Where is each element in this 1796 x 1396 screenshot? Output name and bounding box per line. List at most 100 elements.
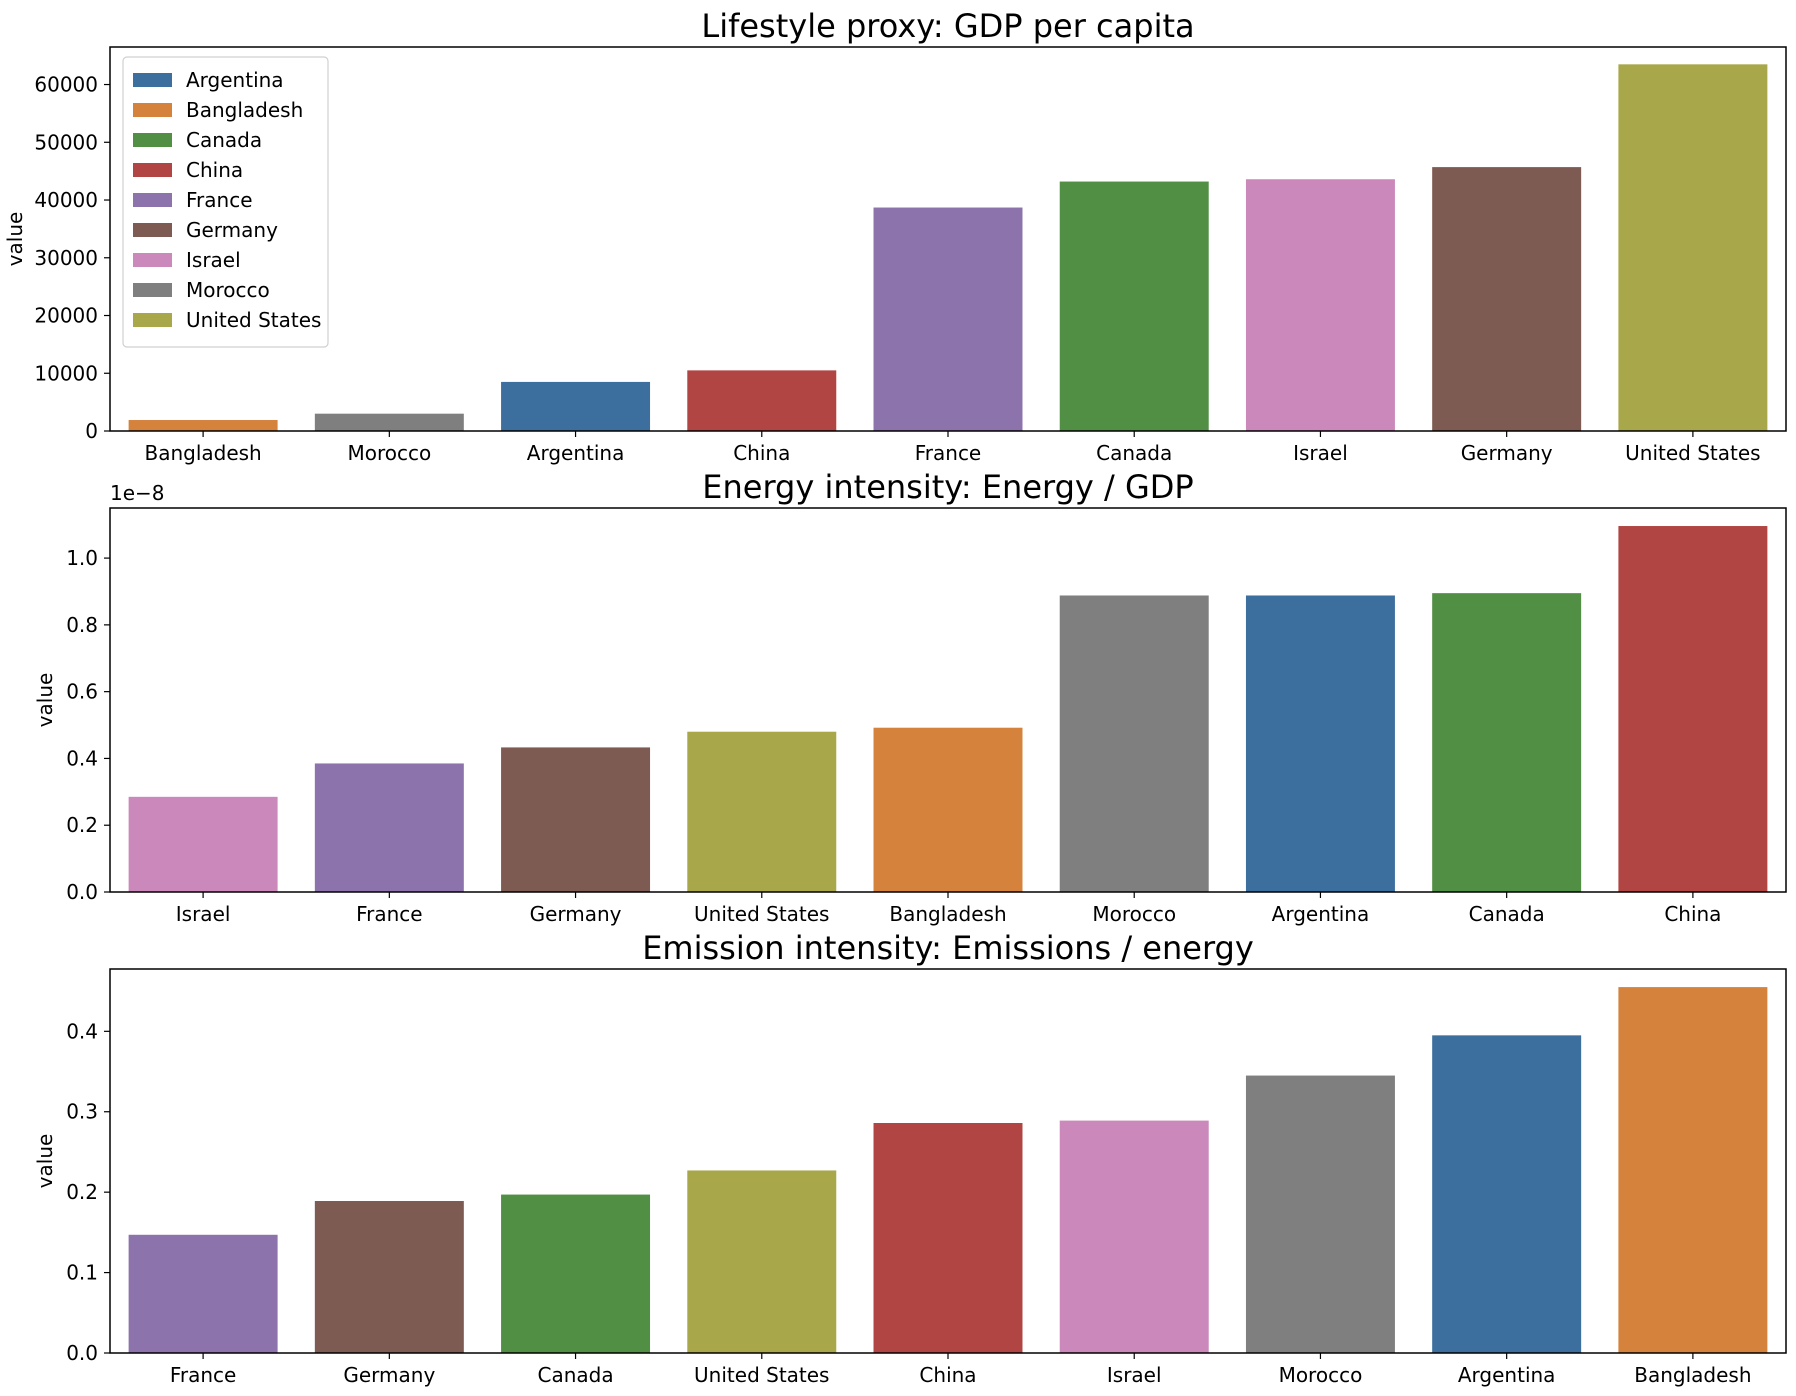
emission-intensity-bar-morocco: [1245, 1075, 1395, 1353]
emission-intensity-xtick-label-morocco: Morocco: [1279, 1363, 1363, 1387]
legend-label-china: China: [186, 158, 243, 182]
legend-swatch-israel: [133, 253, 172, 267]
energy-intensity-xtick-label-morocco: Morocco: [1092, 902, 1176, 926]
gdp-ytick-label: 0: [85, 419, 98, 443]
emission-intensity-bar-canada: [501, 1194, 651, 1353]
legend-swatch-germany: [133, 223, 172, 237]
gdp-bar-morocco: [314, 413, 464, 431]
legend-swatch-morocco: [133, 283, 172, 297]
energy-intensity-ylabel: value: [33, 673, 57, 728]
legend-swatch-china: [133, 163, 172, 177]
emission-intensity-bar-israel: [1059, 1120, 1209, 1353]
energy-intensity-xtick-label-canada: Canada: [1469, 902, 1545, 926]
energy-intensity-bar-france: [314, 763, 464, 892]
gdp-xtick-label-argentina: Argentina: [527, 441, 625, 465]
emission-intensity-bar-germany: [314, 1201, 464, 1353]
gdp-ylabel: value: [3, 212, 27, 267]
energy-intensity-ytick-label: 0.2: [66, 813, 98, 837]
legend-swatch-argentina: [133, 73, 172, 87]
legend-label-united-states: United States: [186, 308, 321, 332]
energy-intensity-bar-germany: [501, 747, 651, 892]
legend-label-morocco: Morocco: [186, 278, 270, 302]
gdp-bar-argentina: [501, 381, 651, 431]
energy-intensity-xtick-label-france: France: [356, 902, 423, 926]
legend-label-argentina: Argentina: [186, 68, 284, 92]
emission-intensity-bar-united-states: [687, 1170, 837, 1353]
energy-intensity-xtick-label-china: China: [1664, 902, 1721, 926]
energy-intensity-bar-bangladesh: [873, 727, 1023, 892]
gdp-xtick-label-germany: Germany: [1461, 441, 1553, 465]
emission-intensity-xtick-label-argentina: Argentina: [1458, 1363, 1556, 1387]
gdp-ytick-label: 10000: [34, 361, 98, 385]
emission-intensity-xtick-label-israel: Israel: [1107, 1363, 1162, 1387]
emission-intensity-ytick-label: 0.3: [66, 1100, 98, 1124]
legend: Argentina Bangladesh Canada China France Germ…: [122, 56, 329, 348]
energy-intensity-bar-canada: [1432, 593, 1582, 892]
energy-intensity-ytick-label: 0.6: [66, 680, 98, 704]
emission-intensity-xtick-label-france: France: [170, 1363, 237, 1387]
gdp-xtick-label-israel: Israel: [1293, 441, 1348, 465]
energy-intensity-xtick-label-united-states: United States: [694, 902, 829, 926]
energy-intensity-bar-argentina: [1245, 595, 1395, 892]
emission-intensity-ytick-label: 0.1: [66, 1261, 98, 1285]
emission-intensity-bar-france: [128, 1234, 278, 1353]
emission-intensity-ytick-label: 0.2: [66, 1180, 98, 1204]
emission-intensity-ytick-label: 0.0: [66, 1341, 98, 1365]
energy-intensity-title: Energy intensity: Energy / GDP: [702, 468, 1193, 506]
gdp-xtick-label-china: China: [733, 441, 790, 465]
gdp-xtick-label-france: France: [915, 441, 982, 465]
legend-label-bangladesh: Bangladesh: [186, 98, 303, 122]
energy-intensity-offset-text: 1e−8: [110, 481, 165, 505]
energy-intensity-ytick-label: 1.0: [66, 546, 98, 570]
legend-swatch-bangladesh: [133, 103, 172, 117]
emission-intensity-xtick-label-united-states: United States: [694, 1363, 829, 1387]
gdp-xtick-label-morocco: Morocco: [347, 441, 431, 465]
energy-intensity-bar-united-states: [687, 731, 837, 892]
gdp-bar-france: [873, 207, 1023, 431]
gdp-bar-germany: [1432, 167, 1582, 431]
energy-intensity-xtick-label-bangladesh: Bangladesh: [889, 902, 1006, 926]
emission-intensity-xtick-label-bangladesh: Bangladesh: [1634, 1363, 1751, 1387]
legend-frame: [122, 56, 329, 348]
gdp-bar-bangladesh: [128, 420, 278, 431]
emission-intensity-xtick-label-canada: Canada: [538, 1363, 614, 1387]
legend-label-france: France: [186, 188, 253, 212]
gdp-ytick-label: 30000: [34, 246, 98, 270]
emission-intensity-xtick-label-germany: Germany: [343, 1363, 435, 1387]
energy-intensity-xtick-label-argentina: Argentina: [1272, 902, 1370, 926]
gdp-xtick-label-united-states: United States: [1625, 441, 1760, 465]
emission-intensity-bar-china: [873, 1123, 1023, 1353]
gdp-ytick-label: 60000: [34, 73, 98, 97]
gdp-bar-united-states: [1618, 64, 1768, 432]
energy-intensity-bar-israel: [128, 796, 278, 892]
gdp-bar-israel: [1245, 179, 1395, 431]
gdp-bar-china: [687, 370, 837, 431]
energy-intensity-ytick-label: 0.4: [66, 746, 98, 770]
legend-label-germany: Germany: [186, 218, 278, 242]
gdp-per-capita-panel: Lifestyle proxy: GDP per capita Banglades…: [3, 7, 1787, 465]
emission-intensity-title: Emission intensity: Emissions / energy: [642, 929, 1254, 967]
emission-intensity-xtick-label-china: China: [919, 1363, 976, 1387]
gdp-ytick-label: 40000: [34, 188, 98, 212]
emission-intensity-ylabel: value: [33, 1134, 57, 1189]
legend-swatch-france: [133, 193, 172, 207]
legend-label-israel: Israel: [186, 248, 241, 272]
emission-intensity-ytick-label: 0.4: [66, 1019, 98, 1043]
gdp-ytick-label: 50000: [34, 130, 98, 154]
gdp-xtick-label-canada: Canada: [1096, 441, 1172, 465]
energy-intensity-bar-china: [1618, 526, 1768, 892]
gdp-bar-canada: [1059, 181, 1209, 431]
energy-intensity-bar-morocco: [1059, 595, 1209, 892]
emission-intensity-panel: Emission intensity: Emissions / energy Fr…: [33, 929, 1787, 1387]
emission-intensity-bar-bangladesh: [1618, 987, 1768, 1353]
gdp-title: Lifestyle proxy: GDP per capita: [701, 7, 1194, 45]
energy-intensity-ytick-label: 0.0: [66, 880, 98, 904]
energy-intensity-xtick-label-germany: Germany: [530, 902, 622, 926]
emission-intensity-bar-argentina: [1432, 1035, 1582, 1353]
energy-intensity-ytick-label: 0.8: [66, 613, 98, 637]
energy-intensity-xtick-label-israel: Israel: [176, 902, 231, 926]
gdp-ytick-label: 20000: [34, 304, 98, 328]
legend-label-canada: Canada: [186, 128, 262, 152]
energy-intensity-panel: Energy intensity: Energy / GDP Israel Fran…: [33, 468, 1787, 926]
